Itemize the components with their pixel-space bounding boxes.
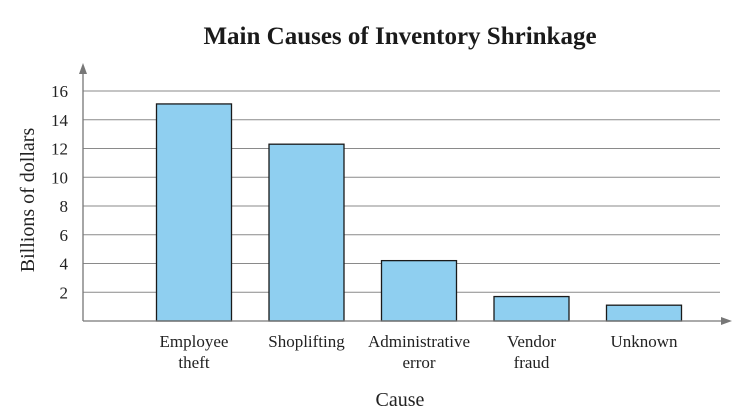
x-category-label: Unknown <box>610 332 678 351</box>
x-category-label: error <box>402 353 435 372</box>
y-tick-label: 10 <box>51 168 68 187</box>
y-axis-label: Billions of dollars <box>17 128 39 273</box>
bar <box>605 304 683 322</box>
y-tick-label: 14 <box>51 111 69 130</box>
chart-title: Main Causes of Inventory Shrinkage <box>203 23 596 50</box>
x-axis-label: Cause <box>376 389 425 411</box>
bar <box>493 295 570 322</box>
y-tick-label: 12 <box>51 140 68 159</box>
y-tick-labels: 2 4 6 8 10 12 14 16 <box>51 82 69 302</box>
y-tick-label: 4 <box>60 255 69 274</box>
y-tick-label: 16 <box>51 82 68 101</box>
y-tick-label: 6 <box>60 226 69 245</box>
x-category-label: fraud <box>514 353 550 372</box>
bar <box>268 143 345 322</box>
x-axis-arrow-icon <box>721 317 732 325</box>
x-category-label: Vendor <box>507 332 556 351</box>
bar <box>155 103 233 322</box>
axes <box>79 63 732 325</box>
y-axis-arrow-icon <box>79 63 87 74</box>
bar <box>380 259 458 322</box>
x-category-label: Employee <box>160 332 229 351</box>
x-category-label: Administrative <box>368 332 470 351</box>
y-tick-label: 8 <box>60 197 69 216</box>
x-category-labels: Employee theft Shoplifting Administrative er… <box>160 332 678 372</box>
y-tick-label: 2 <box>60 283 69 302</box>
x-category-label: Shoplifting <box>268 332 345 351</box>
bars <box>155 103 683 322</box>
x-category-label: theft <box>178 353 209 372</box>
